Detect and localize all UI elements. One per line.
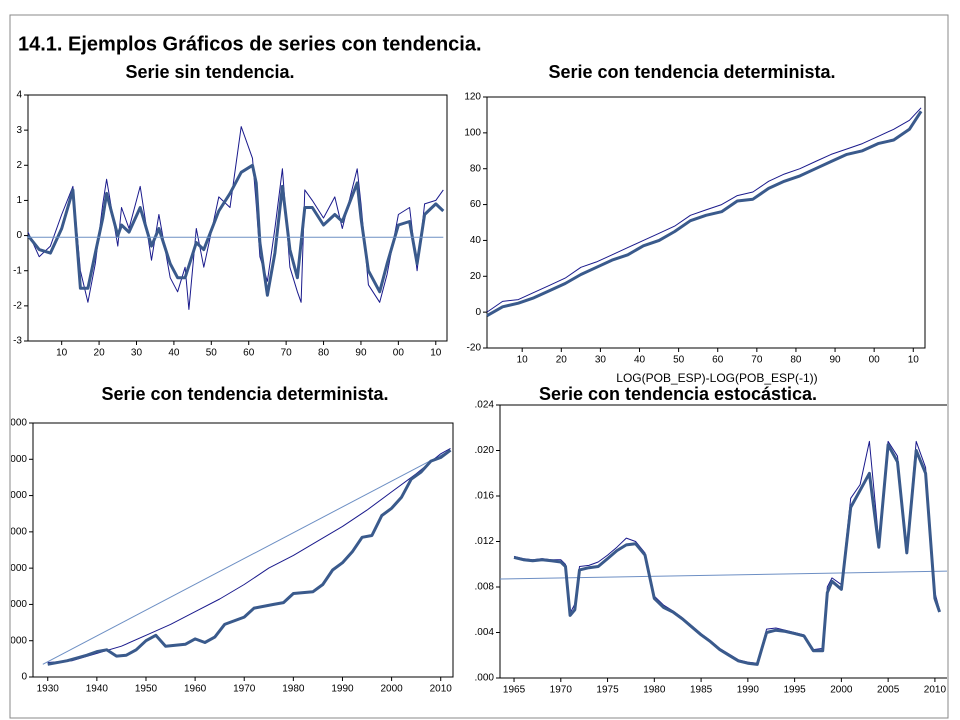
- y-tick-label: 1: [16, 195, 22, 206]
- y-tick-label: 0: [16, 230, 22, 241]
- plot-frame: [486, 96, 926, 349]
- x-tick-label: 00: [869, 355, 881, 366]
- x-tick-label: 1940: [86, 684, 109, 695]
- x-tick-label: 80: [318, 348, 330, 359]
- x-tick-label: 1950: [135, 684, 158, 695]
- x-tick-label: 90: [829, 355, 841, 366]
- x-tick-label: 1975: [596, 685, 619, 696]
- x-tick-label: 00: [393, 348, 405, 359]
- y-tick-label: .016: [475, 491, 495, 502]
- x-tick-label: 2010: [430, 684, 453, 695]
- y-tick-label: -1: [13, 265, 22, 276]
- chart-title: Serie con tendencia determinista.: [101, 384, 388, 404]
- x-tick-label: 2000: [830, 685, 853, 696]
- series-line: [47, 447, 451, 663]
- y-tick-label: .020: [475, 445, 495, 456]
- x-tick-label: 40: [634, 355, 646, 366]
- x-tick-label: 10: [908, 355, 920, 366]
- x-tick-label: 1970: [233, 684, 256, 695]
- y-tick-label: .012: [475, 536, 495, 547]
- y-tick-label: 4,000: [2, 599, 27, 610]
- chart-title: Serie sin tendencia.: [125, 62, 294, 82]
- y-tick-label: 4: [16, 90, 22, 101]
- y-tick-label: .004: [475, 627, 495, 638]
- x-tick-label: 20: [556, 355, 568, 366]
- x-tick-label: 80: [790, 355, 802, 366]
- x-tick-label: 20: [94, 348, 106, 359]
- x-tick-label: 10: [517, 355, 529, 366]
- slide-border: [9, 14, 949, 719]
- x-tick-label: 2000: [380, 684, 403, 695]
- x-tick-label: 70: [751, 355, 763, 366]
- y-tick-label: 2,000: [2, 635, 27, 646]
- x-tick-label: 1980: [282, 684, 305, 695]
- x-tick-label: 1990: [737, 685, 760, 696]
- x-tick-label: 1985: [690, 685, 713, 696]
- x-tick-label: 1930: [37, 684, 60, 695]
- x-tick-label: 60: [243, 348, 255, 359]
- x-tick-label: 2005: [877, 685, 900, 696]
- x-tick-label: 30: [131, 348, 143, 359]
- y-tick-label: 120: [464, 92, 481, 103]
- series-line: [26, 163, 445, 297]
- y-tick-label: 10,000: [0, 490, 27, 501]
- series-line: [486, 110, 923, 318]
- y-tick-label: 80: [470, 163, 482, 174]
- x-tick-label: 1980: [643, 685, 666, 696]
- y-tick-label: 14,000: [0, 418, 27, 429]
- x-tick-label: 60: [712, 355, 724, 366]
- y-tick-label: -3: [13, 336, 22, 347]
- x-tick-label: 30: [595, 355, 607, 366]
- x-tick-label: 1995: [783, 685, 806, 696]
- y-tick-label: .008: [475, 582, 495, 593]
- y-tick-label: 20: [470, 271, 482, 282]
- x-tick-label: 40: [168, 348, 180, 359]
- x-tick-label: 1990: [331, 684, 354, 695]
- plot-frame: [27, 94, 448, 342]
- y-tick-label: 40: [470, 235, 482, 246]
- x-tick-label: 1965: [503, 685, 526, 696]
- series-line: [486, 107, 922, 313]
- x-tick-label: 90: [355, 348, 367, 359]
- y-tick-label: 60: [470, 199, 482, 210]
- y-tick-label: 6,000: [2, 563, 27, 574]
- x-tick-label: 10: [56, 348, 68, 359]
- y-tick-label: 0: [21, 672, 27, 683]
- series-line: [513, 443, 942, 666]
- series-line: [499, 570, 947, 580]
- annotation: LOG(POB_ESP)-LOG(POB_ESP(-1)): [616, 371, 817, 385]
- y-tick-label: .000: [475, 673, 495, 684]
- y-tick-label: 0: [475, 307, 481, 318]
- content: 14.1. Ejemplos Gráficos de series con te…: [0, 33, 947, 696]
- y-tick-label: 100: [464, 127, 481, 138]
- y-tick-label: 2: [16, 160, 22, 171]
- series-line: [42, 449, 451, 665]
- y-tick-label: 8,000: [2, 526, 27, 537]
- x-tick-label: 1960: [184, 684, 207, 695]
- y-tick-label: .024: [475, 400, 495, 411]
- y-tick-label: 12,000: [0, 454, 27, 465]
- y-tick-label: 3: [16, 125, 22, 136]
- x-tick-label: 10: [430, 348, 442, 359]
- x-tick-label: 70: [281, 348, 293, 359]
- series-line: [47, 448, 452, 666]
- slide-title: 14.1. Ejemplos Gráficos de series con te…: [18, 33, 482, 55]
- y-tick-label: -2: [13, 300, 22, 311]
- chart-title: Serie con tendencia determinista.: [548, 62, 835, 82]
- x-tick-label: 1970: [550, 685, 573, 696]
- chart-title: Serie con tendencia estocástica.: [539, 384, 817, 404]
- x-tick-label: 2010: [924, 685, 947, 696]
- x-tick-label: 50: [673, 355, 685, 366]
- y-tick-label: -20: [467, 343, 482, 354]
- x-tick-label: 50: [206, 348, 218, 359]
- plot-frame: [32, 422, 454, 678]
